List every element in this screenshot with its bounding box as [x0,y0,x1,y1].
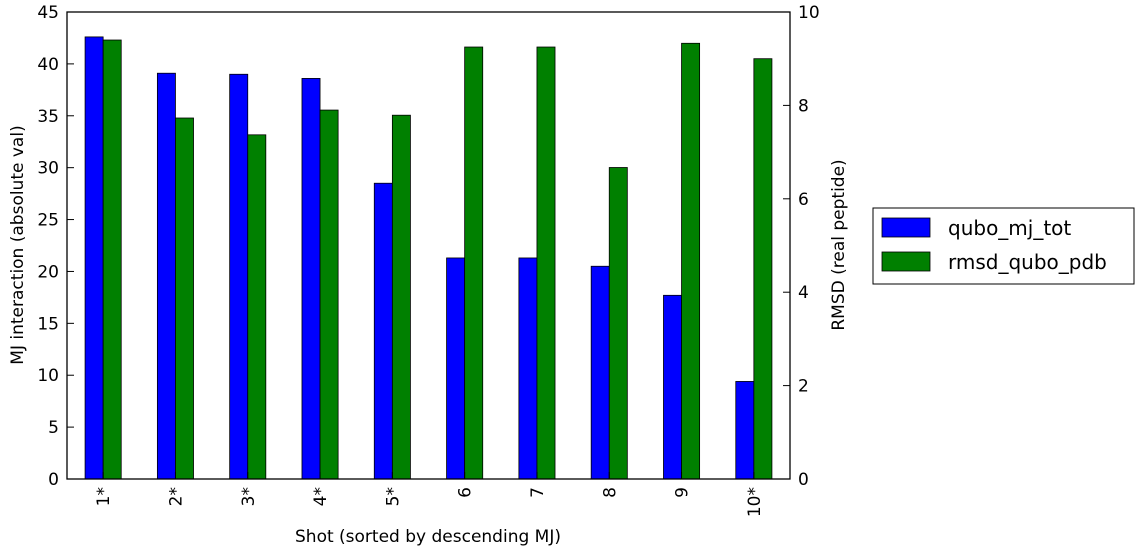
left-tick-label: 45 [37,3,59,23]
x-axis-label: Shot (sorted by descending MJ) [295,527,561,547]
legend-swatch-rmsd-qubo-pdb [881,251,931,272]
bar-qubo-mj-tot [590,265,610,480]
bar-qubo-mj-tot [446,257,466,480]
right-tick-label: 0 [798,470,809,490]
left-tick-label: 40 [37,55,59,75]
bars-group [84,36,773,480]
plot-frame [66,11,791,480]
left-tick-label: 0 [48,470,59,490]
x-tick-label: 6 [456,487,476,498]
x-axis: 1* 2* 3* 4* 5* 6 7 8 9 10* [94,472,765,517]
bar-qubo-mj-tot [373,182,393,480]
x-tick-label: 4* [311,487,331,506]
legend-label-qubo-mj-tot: qubo_mj_tot [948,216,1071,240]
left-tick-label: 30 [37,159,59,179]
x-tick-label: 10* [745,487,765,517]
x-tick-label: 3* [239,487,259,506]
bar-qubo-mj-tot [518,257,538,480]
left-tick-label: 5 [48,418,59,438]
x-tick-label: 7 [528,487,548,498]
right-tick-label: 4 [798,283,809,303]
bar-qubo-mj-tot [156,72,176,480]
bar-qubo-mj-tot [229,73,249,480]
x-tick-label: 5* [383,487,403,506]
left-tick-label: 35 [37,107,59,127]
bar-rmsd-qubo-pdb [391,114,411,480]
bar-rmsd-qubo-pdb [102,39,122,480]
bar-rmsd-qubo-pdb [247,134,267,480]
x-tick-label: 9 [673,487,693,498]
right-y-axis-label: RMSD (real peptide) [829,159,849,330]
right-tick-label: 6 [798,190,809,210]
left-y-axis-label: MJ interaction (absolute val) [8,125,28,364]
left-tick-label: 10 [37,366,59,386]
legend: qubo_mj_tot rmsd_qubo_pdb [872,207,1135,285]
right-tick-label: 10 [798,3,820,23]
bar-qubo-mj-tot [735,381,755,480]
right-axis: 0 2 4 6 8 10 [783,3,820,490]
left-axis: 0 5 10 15 20 25 30 35 40 45 [37,3,74,490]
bar-rmsd-qubo-pdb [175,117,194,480]
right-tick-label: 2 [798,377,809,397]
legend-label-rmsd-qubo-pdb: rmsd_qubo_pdb [948,250,1107,274]
x-tick-label: 2* [166,487,186,506]
bar-rmsd-qubo-pdb [464,46,484,480]
left-tick-label: 15 [37,314,59,334]
bar-qubo-mj-tot [663,294,682,480]
x-tick-label: 8 [600,487,620,498]
bar-rmsd-qubo-pdb [608,167,628,480]
bar-qubo-mj-tot [301,78,321,480]
bar-rmsd-qubo-pdb [536,46,556,480]
bar-rmsd-qubo-pdb [681,42,701,480]
left-tick-label: 25 [37,211,59,231]
x-tick-label: 1* [94,487,114,506]
bar-rmsd-qubo-pdb [753,58,773,480]
left-tick-label: 20 [37,262,59,282]
legend-swatch-qubo-mj-tot [881,217,931,238]
right-tick-label: 8 [798,96,809,116]
bar-qubo-mj-tot [84,36,104,480]
bar-rmsd-qubo-pdb [319,109,339,480]
